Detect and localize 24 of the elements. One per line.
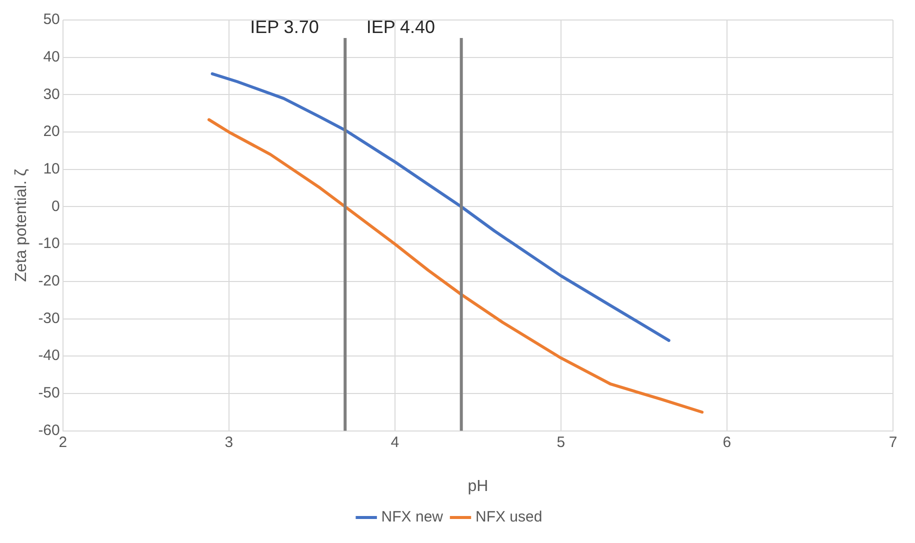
y-tick-label: -60 xyxy=(38,422,60,439)
y-tick-label: -20 xyxy=(38,272,60,290)
x-tick-label: 2 xyxy=(58,434,68,451)
y-tick-label: 30 xyxy=(43,86,60,103)
y-tick-label: 40 xyxy=(43,48,60,66)
x-tick-label: 4 xyxy=(390,434,400,451)
x-axis-title: pH xyxy=(468,478,488,495)
legend-label: NFX used xyxy=(475,508,542,526)
y-tick-label: 50 xyxy=(43,11,60,28)
y-tick-label: 0 xyxy=(52,198,60,215)
ref-line-label: IEP 4.40 xyxy=(366,16,436,37)
x-tick-label: 5 xyxy=(556,434,566,451)
legend-label: NFX new xyxy=(381,508,444,526)
y-tick-label: -40 xyxy=(38,347,60,364)
y-tick-label: 10 xyxy=(43,160,60,178)
y-tick-label: 20 xyxy=(43,123,60,140)
x-tick-label: 3 xyxy=(224,434,234,451)
ref-line-label: IEP 3.70 xyxy=(250,16,319,37)
y-axis-title: Zeta potential. ζ xyxy=(13,168,30,282)
x-tick-label: 6 xyxy=(722,434,732,451)
x-tick-label: 7 xyxy=(888,434,898,451)
y-tick-label: -50 xyxy=(38,384,60,402)
y-tick-label: -30 xyxy=(38,310,60,327)
y-tick-label: -10 xyxy=(38,235,60,252)
